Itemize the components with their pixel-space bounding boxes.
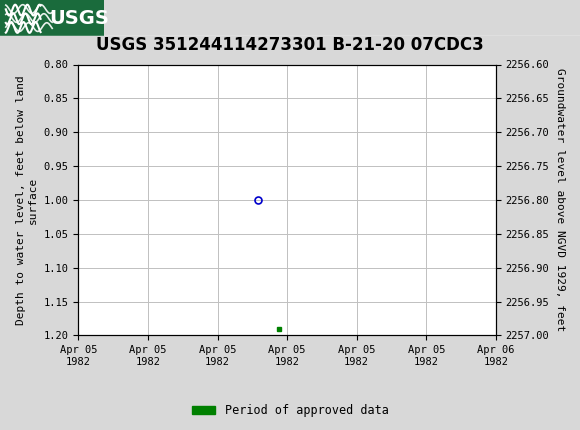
Bar <box>0 0 104 36</box>
Text: USGS 351244114273301 B-21-20 07CDC3: USGS 351244114273301 B-21-20 07CDC3 <box>96 36 484 54</box>
Legend: Period of approved data: Period of approved data <box>187 399 393 422</box>
Text: USGS: USGS <box>49 9 109 28</box>
Y-axis label: Depth to water level, feet below land
surface: Depth to water level, feet below land su… <box>16 75 38 325</box>
Y-axis label: Groundwater level above NGVD 1929, feet: Groundwater level above NGVD 1929, feet <box>555 68 565 332</box>
